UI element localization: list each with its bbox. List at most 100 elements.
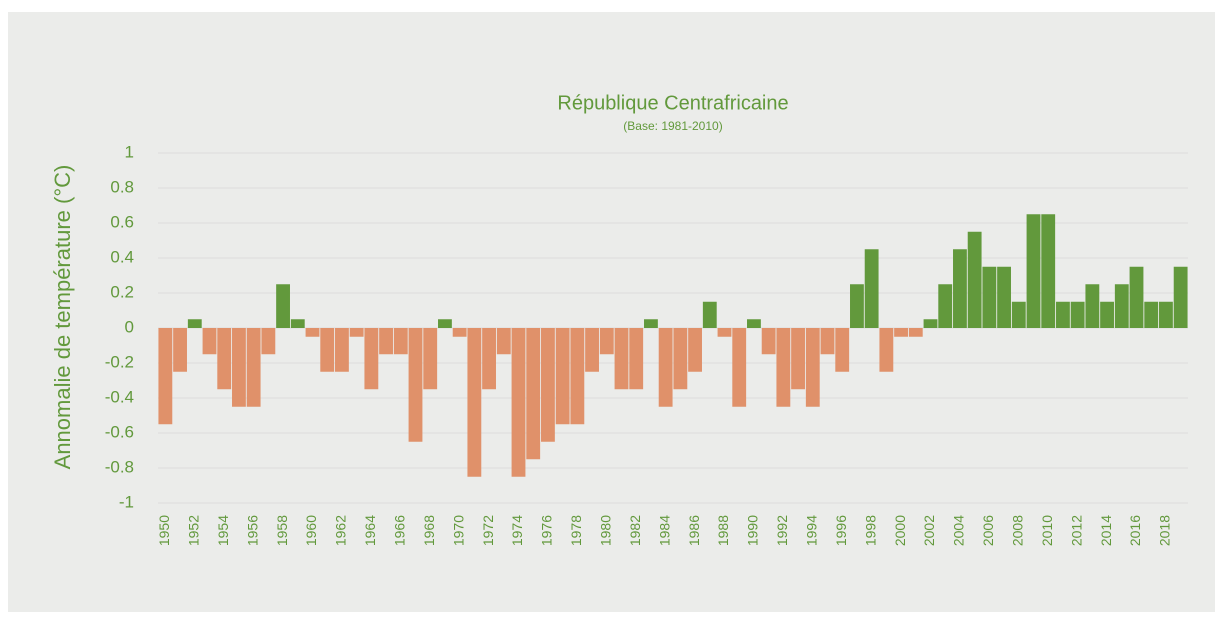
y-tick-label: -0.8 xyxy=(105,457,134,476)
bar xyxy=(173,328,187,372)
bar xyxy=(158,328,173,425)
chart-subtitle: (Base: 1981-2010) xyxy=(623,119,722,133)
bar xyxy=(820,328,835,355)
x-tick-label: 2006 xyxy=(980,515,996,546)
bar xyxy=(673,328,688,390)
y-tick-label: -0.2 xyxy=(105,352,134,371)
bar xyxy=(408,328,423,442)
bar xyxy=(702,301,717,328)
bar xyxy=(879,328,894,372)
bar xyxy=(1173,266,1188,328)
bar xyxy=(585,328,599,372)
x-tick-label: 2000 xyxy=(892,515,908,546)
chart-title: République Centrafricaine xyxy=(557,92,788,114)
y-tick-label: 0.2 xyxy=(110,282,134,301)
x-tick-label: 1990 xyxy=(745,515,761,546)
y-tick-label: 0 xyxy=(125,317,134,336)
bar xyxy=(791,328,805,390)
x-tick-label: 1956 xyxy=(244,515,260,546)
bar xyxy=(953,249,967,328)
bar xyxy=(349,328,364,337)
bar xyxy=(688,328,702,372)
bar xyxy=(967,231,982,328)
bar xyxy=(1100,301,1114,328)
bar xyxy=(747,319,761,328)
bar xyxy=(202,328,217,355)
bar xyxy=(1159,301,1173,328)
x-tick-label: 1988 xyxy=(715,515,731,546)
bar xyxy=(1129,266,1144,328)
x-tick-label: 1978 xyxy=(568,515,584,546)
bar xyxy=(1041,214,1056,328)
bar xyxy=(438,319,452,328)
x-tick-label: 1958 xyxy=(274,515,290,546)
bar xyxy=(908,328,923,337)
x-tick-label: 1964 xyxy=(362,515,378,546)
x-tick-label: 2016 xyxy=(1127,515,1143,546)
y-tick-label: 0.4 xyxy=(110,247,134,266)
x-tick-label: 1970 xyxy=(450,515,466,546)
x-tick-label: 2004 xyxy=(951,515,967,546)
bar xyxy=(1070,301,1085,328)
x-tick-label: 1952 xyxy=(185,515,201,546)
x-tick-label: 1982 xyxy=(627,515,643,546)
x-tick-label: 2018 xyxy=(1157,515,1173,546)
bar xyxy=(1026,214,1041,328)
bar xyxy=(1114,284,1129,328)
bar xyxy=(717,328,732,337)
x-tick-label: 1960 xyxy=(303,515,319,546)
bar xyxy=(1011,301,1026,328)
bar xyxy=(217,328,232,390)
bar xyxy=(290,319,305,328)
x-tick-label: 2012 xyxy=(1068,515,1084,546)
bar xyxy=(496,328,511,355)
x-tick-label: 1994 xyxy=(803,515,819,546)
x-tick-label: 2008 xyxy=(1009,515,1025,546)
bar xyxy=(894,328,908,337)
x-tick-label: 1966 xyxy=(391,515,407,546)
bar xyxy=(541,328,555,442)
bar xyxy=(997,266,1011,328)
bar xyxy=(732,328,747,407)
y-tick-label: -1 xyxy=(119,492,134,511)
bar xyxy=(467,328,482,477)
bar xyxy=(864,249,879,328)
y-tick-label: 1 xyxy=(125,142,134,161)
x-tick-label: 1984 xyxy=(656,515,672,546)
bar xyxy=(599,328,614,355)
bar xyxy=(982,266,997,328)
bar xyxy=(393,328,408,355)
bar xyxy=(835,328,850,372)
bar xyxy=(526,328,541,460)
bar xyxy=(452,328,467,337)
bar xyxy=(1144,301,1159,328)
bar xyxy=(761,328,776,355)
y-tick-label: 0.6 xyxy=(110,212,134,231)
bar xyxy=(335,328,349,372)
bar xyxy=(658,328,673,407)
y-tick-label: 0.8 xyxy=(110,177,134,196)
bar xyxy=(923,319,938,328)
x-tick-label: 1968 xyxy=(421,515,437,546)
bar xyxy=(555,328,570,425)
bar xyxy=(320,328,335,372)
x-tick-label: 1986 xyxy=(686,515,702,546)
x-tick-label: 1962 xyxy=(333,515,349,546)
bar xyxy=(1056,301,1070,328)
x-tick-label: 1992 xyxy=(774,515,790,546)
x-tick-label: 2010 xyxy=(1039,515,1055,546)
bar xyxy=(805,328,820,407)
bar xyxy=(379,328,393,355)
bar xyxy=(423,328,438,390)
bar xyxy=(629,328,644,390)
x-tick-label: 1980 xyxy=(597,515,613,546)
y-tick-label: -0.6 xyxy=(105,422,134,441)
bar xyxy=(776,328,791,407)
bar xyxy=(850,284,864,328)
bar xyxy=(246,328,261,407)
bar xyxy=(232,328,246,407)
bar xyxy=(644,319,658,328)
x-tick-label: 1976 xyxy=(539,515,555,546)
x-tick-label: 1972 xyxy=(480,515,496,546)
